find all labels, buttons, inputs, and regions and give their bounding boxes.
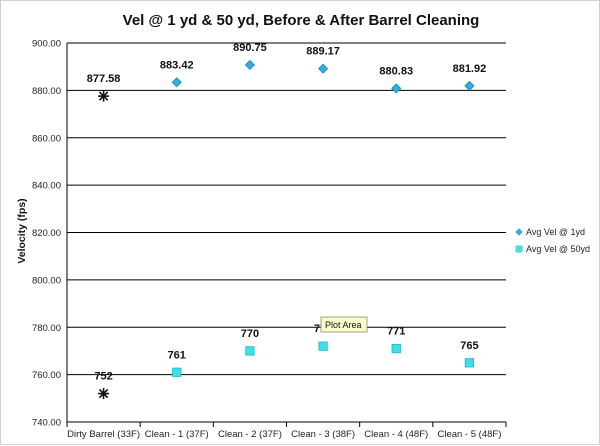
x-tick-label: Clean - 5 (48F) [437,429,501,440]
chart-title: Vel @ 1 yd & 50 yd, Before & After Barre… [123,12,480,29]
y-tick-label: 860.00 [32,133,61,144]
data-label: 771 [387,326,405,338]
data-point-square [464,358,475,368]
y-tick-label: 780.00 [32,323,61,334]
data-label: 883.42 [160,59,194,71]
data-label: 890.75 [233,42,267,54]
data-label: 761 [168,349,186,361]
legend: Avg Vel @ 1yd Avg Vel @ 50yd [515,227,590,254]
x-tick-label: Dirty Barrel (33F) [67,429,140,440]
data-point-square [391,343,401,354]
tooltip: Plot Area [320,316,368,333]
legend-marker-diamond [515,228,523,236]
tooltip-box [320,316,368,333]
y-tick-label: 820.00 [32,228,61,239]
x-tick-label: Clean - 3 (38F) [291,429,355,440]
data-label: 877.58 [87,73,121,85]
data-point-square [318,341,328,351]
axis-layer: 740.00 760.00 780.00 800.00 820.00 840.00 860.… [32,39,507,440]
x-tick-label: Clean - 1 (37F) [145,429,209,440]
data-point-diamond [244,59,255,70]
data-label: 880.83 [379,65,413,77]
data-point-diamond [464,80,475,91]
data-point-diamond [391,83,402,94]
y-tick-label: 740.00 [32,418,61,429]
y-tick-label: 900.00 [32,39,61,50]
data-point-asterisk [98,388,110,400]
legend-marker-square [515,245,523,253]
data-label: 770 [241,328,259,340]
y-tick-label: 840.00 [32,181,61,192]
data-point-square [172,367,182,377]
asterisk-stroke [98,388,109,399]
x-tick-label: Clean - 2 (37F) [218,429,282,440]
data-point-square [245,346,255,356]
data-point-diamond [171,77,182,88]
data-point-asterisk [98,90,110,102]
grid-layer [67,42,506,423]
data-label: 881.92 [453,63,487,75]
data-label: 765 [460,340,478,352]
data-point-diamond [318,63,329,74]
data-label: 889.17 [306,46,340,58]
legend-label: Avg Vel @ 1yd [526,227,585,237]
y-tick-label: 880.00 [32,86,61,97]
marks-layer: 877.58 883.42 890.75 889.17 880.83 881.92 752 7… [87,42,487,400]
tooltip-text: Plot Area [325,320,362,330]
data-label: 752 [94,371,112,383]
asterisk-stroke [98,91,109,101]
y-axis-title: Velocity (fps) [16,198,28,263]
x-tick-label: Clean - 4 (48F) [364,429,428,440]
legend-label: Avg Vel @ 50yd [526,244,590,254]
y-tick-label: 800.00 [32,275,61,286]
y-tick-label: 760.00 [32,370,61,381]
